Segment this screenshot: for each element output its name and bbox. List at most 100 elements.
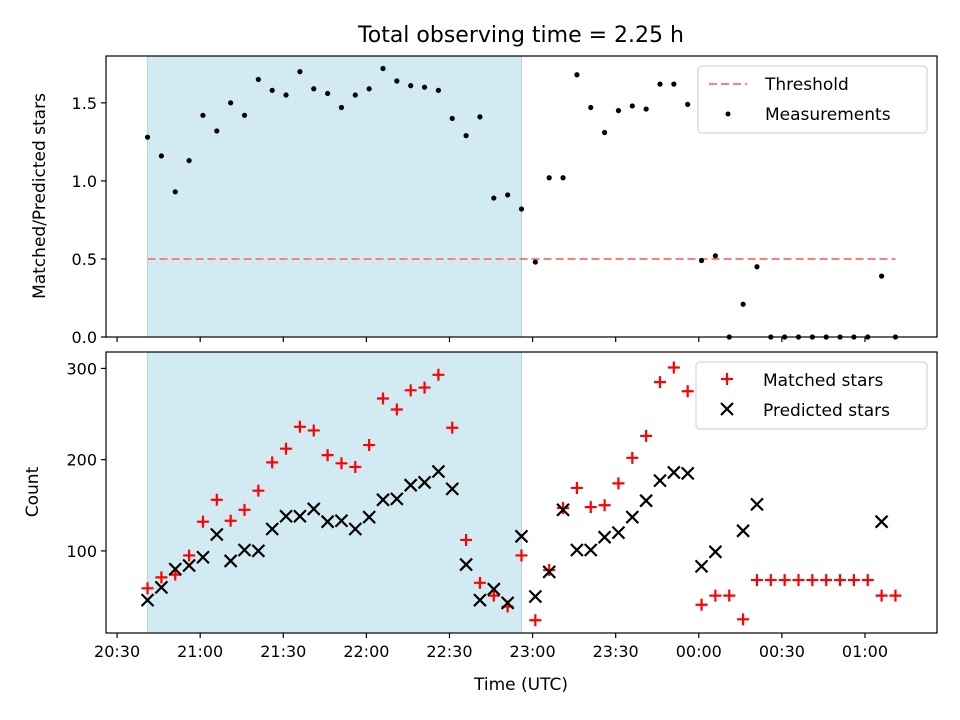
x-tick-label-0: 20:30 xyxy=(94,642,140,661)
counts-ytick-label-0: 100 xyxy=(66,542,97,561)
measurements-legend-marker xyxy=(725,111,731,117)
counts-series-1-point-27 xyxy=(514,529,529,544)
ratio-series-0-point-29 xyxy=(546,175,552,181)
counts-series-0-point-36 xyxy=(640,429,653,442)
x-tick-label-9: 01:00 xyxy=(842,642,888,661)
ratio-series-0-point-19 xyxy=(408,83,414,89)
counts-series-0-point-52 xyxy=(861,574,874,587)
counts-series-0-point-28 xyxy=(529,614,542,627)
counts-series-0-point-39 xyxy=(681,385,694,398)
counts-series-1-point-13 xyxy=(320,514,335,529)
counts-series-1-point-20 xyxy=(417,475,432,490)
counts-series-1-point-6 xyxy=(223,554,238,568)
counts-series-1-point-3 xyxy=(182,558,196,573)
counts-series-0-point-24 xyxy=(473,576,486,589)
counts-series-1-point-5 xyxy=(210,527,224,542)
counts-series-1-point-25 xyxy=(487,582,501,596)
counts-series-0-point-5 xyxy=(210,493,223,506)
counts-series-0-point-47 xyxy=(792,574,805,587)
x-tick-label-2: 21:30 xyxy=(260,642,306,661)
counts-series-1-point-29 xyxy=(542,565,556,579)
counts-series-1-point-22 xyxy=(445,482,460,496)
ratio-series-0-point-34 xyxy=(615,108,622,114)
ratio-series-0-point-9 xyxy=(269,87,275,93)
counts-series-1-point-8 xyxy=(251,544,266,558)
ratio-series-0-point-2 xyxy=(172,189,178,195)
counts-series-0-point-35 xyxy=(626,451,639,464)
ratio-series-0-point-37 xyxy=(657,81,663,87)
counts-axes-frame xyxy=(105,351,938,634)
counts-ytick-label-1: 200 xyxy=(66,451,97,470)
ratio-series-0-point-12 xyxy=(311,86,317,92)
x-tick-label-1: 21:00 xyxy=(177,642,223,661)
x-tick-label-8: 00:30 xyxy=(759,642,805,661)
panel-counts: 100 200 300 20:30 21:00 21:30 22:00 22:30 23:00… xyxy=(23,351,938,661)
counts-series-1-point-26 xyxy=(500,596,515,610)
ratio-series-0-point-30 xyxy=(560,175,566,181)
counts-series-0-point-25 xyxy=(487,589,500,602)
threshold-legend-label: Threshold xyxy=(764,75,849,95)
counts-series-1-point-15 xyxy=(348,522,363,536)
ratio-series-0-point-44 xyxy=(754,264,760,270)
counts-series-1-point-11 xyxy=(293,509,307,523)
counts-series-0-point-15 xyxy=(349,460,362,473)
ratio-series-0-point-13 xyxy=(325,90,331,97)
counts-series-0-point-44 xyxy=(750,574,763,587)
counts-series-1-point-38 xyxy=(667,465,681,480)
ratio-series-0-point-6 xyxy=(228,100,234,106)
matched-legend-label: Matched stars xyxy=(763,371,883,391)
ratio-series-0 xyxy=(144,65,899,340)
x-axis-label: Time (UTC) xyxy=(473,675,568,695)
counts-series-0-point-23 xyxy=(460,533,473,546)
counts-series-0-point-38 xyxy=(667,361,680,374)
ratio-ytick-label-2: 1.0 xyxy=(72,172,97,191)
counts-series-1-point-1 xyxy=(154,580,169,595)
counts-series-1-point-41 xyxy=(708,545,723,559)
counts-series-1-point-19 xyxy=(403,478,418,492)
ratio-series-0-point-15 xyxy=(352,92,358,98)
ratio-series-0-point-28 xyxy=(532,259,538,265)
x-tick-label-4: 22:30 xyxy=(426,642,472,661)
ratio-series-0-point-11 xyxy=(297,69,303,75)
ratio-ylabel: Matched/Predicted stars xyxy=(30,93,50,299)
ratio-legend: Threshold Measurements xyxy=(697,65,928,134)
counts-series-0-point-30 xyxy=(557,502,570,515)
counts-observing-span xyxy=(147,351,523,634)
counts-series-1-point-10 xyxy=(279,509,293,523)
counts-series-0-point-17 xyxy=(377,392,389,405)
counts-series-0-point-10 xyxy=(280,442,293,455)
counts-series-0-point-41 xyxy=(709,589,722,602)
ratio-ytick-label-0: 0.0 xyxy=(72,328,97,347)
counts-series-0-point-11 xyxy=(293,420,306,433)
counts-series-0-point-40 xyxy=(695,598,708,611)
counts-series-0-point-13 xyxy=(321,449,334,462)
ratio-series-0-point-5 xyxy=(214,128,220,134)
counts-series-0-point-31 xyxy=(570,481,583,494)
ratio-series-0-point-23 xyxy=(463,133,469,139)
counts-series-0-point-33 xyxy=(598,499,611,512)
counts-series-1-point-21 xyxy=(431,464,446,479)
counts-legend: Matched stars Predicted stars xyxy=(695,361,928,430)
counts-series-1-point-12 xyxy=(306,502,321,516)
counts-series-0-point-1 xyxy=(155,571,168,584)
ratio-series-0-point-17 xyxy=(380,65,386,72)
counts-series-0-point-22 xyxy=(446,421,459,434)
counts-series-0-point-21 xyxy=(432,368,445,381)
counts-legend-box xyxy=(695,361,928,430)
ratio-observing-span xyxy=(147,55,523,338)
counts-series-0-point-54 xyxy=(889,589,902,602)
counts-series-0-point-0 xyxy=(141,582,154,595)
ratio-series-0-point-14 xyxy=(338,104,345,111)
ratio-series-0-point-39 xyxy=(685,101,691,107)
counts-series-0 xyxy=(141,361,902,627)
ratio-series-0-point-53 xyxy=(879,273,885,279)
ratio-series-0-point-41 xyxy=(712,253,719,259)
predicted-legend-marker xyxy=(720,402,734,416)
counts-series-1-point-24 xyxy=(473,593,487,607)
ratio-series-0-point-26 xyxy=(505,192,511,198)
ratio-series-0-point-33 xyxy=(602,129,608,136)
counts-series-0-point-49 xyxy=(820,574,833,587)
counts-series-0-point-18 xyxy=(390,403,403,416)
counts-series-1-point-34 xyxy=(611,525,626,540)
ratio-series-0-point-35 xyxy=(629,103,635,109)
